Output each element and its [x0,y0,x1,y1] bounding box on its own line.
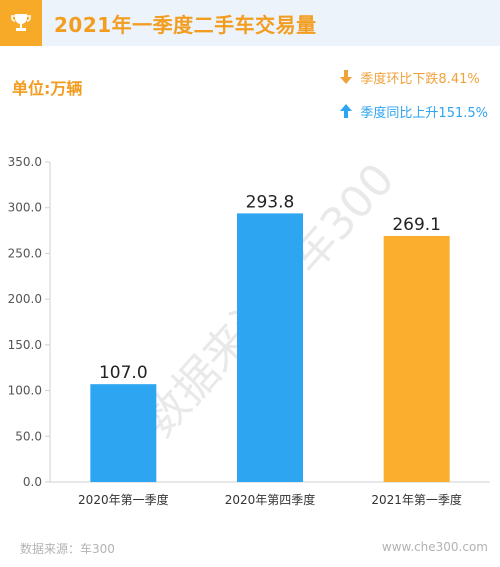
legend-item-up: 季度同比上升151.5% [338,100,488,122]
data-label: 293.8 [246,192,295,212]
y-tick-label: 150.0 [8,338,42,352]
legend: 季度环比下跌8.41% 季度同比上升151.5% [338,66,488,134]
legend-item-down: 季度环比下跌8.41% [338,66,488,88]
arrow-up-icon [340,104,353,118]
y-tick-label: 0.0 [23,475,42,489]
trophy-icon [0,0,42,46]
page-title: 2021年一季度二手车交易量 [54,12,317,37]
legend-down-text: 季度环比下跌8.41% [360,71,480,87]
y-tick-label: 50.0 [15,429,42,443]
bar [237,213,303,482]
y-tick-label: 100.0 [8,384,42,398]
site-url: www.che300.com [381,540,488,554]
arrow-down-icon [340,70,353,84]
legend-up-text: 季度同比上升151.5% [360,105,488,121]
title-bar: 2021年一季度二手车交易量 [0,0,500,46]
bar-chart: 0.0 50.0 100.0 150.0 200.0 250.0 300.0 350.0 107… [8,155,490,507]
bar [90,384,157,482]
unit-label: 单位:万辆 [12,79,83,98]
y-tick-label: 200.0 [8,292,42,306]
data-label: 269.1 [392,215,441,235]
y-tick-label: 250.0 [8,246,42,260]
y-tick-label: 350.0 [8,155,42,169]
y-tick-label: 300.0 [8,201,42,215]
x-tick-label: 2020年第一季度 [78,492,169,507]
data-source: 数据来源：车300 [20,542,115,556]
x-tick-label: 2020年第四季度 [225,492,316,507]
x-tick-label: 2021年第一季度 [371,492,462,507]
bar [383,235,450,482]
data-label: 107.0 [99,363,148,383]
